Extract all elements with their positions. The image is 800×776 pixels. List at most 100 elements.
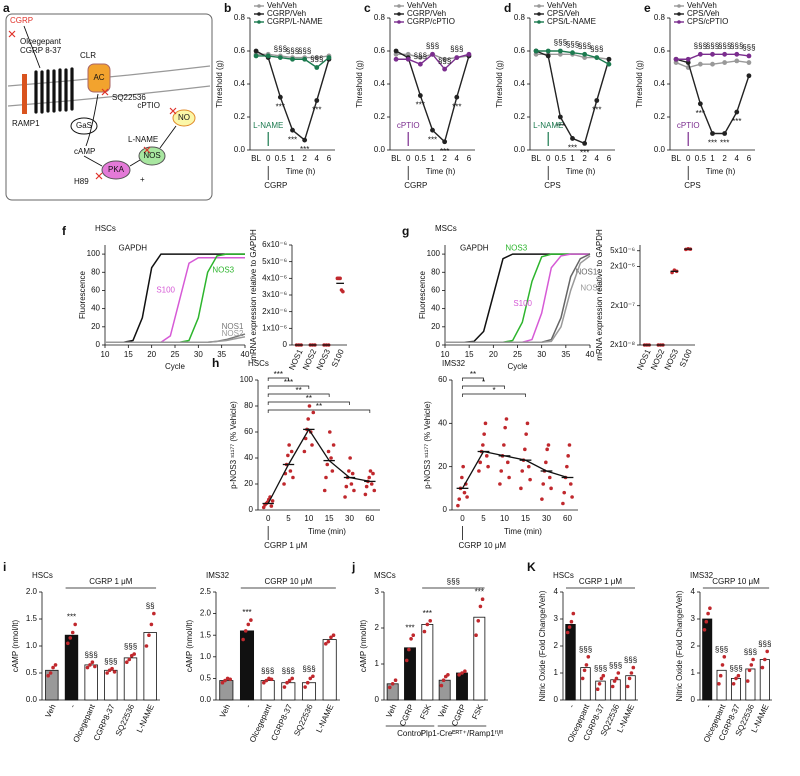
- data-point: [302, 137, 308, 143]
- chart-title: MSCs: [435, 224, 457, 233]
- diagram-label: Olcegepant: [20, 37, 62, 46]
- x-tick-label: S100: [330, 347, 346, 368]
- data-point: [430, 51, 435, 57]
- data-point: [285, 680, 289, 685]
- diagram-label: AC: [93, 73, 104, 82]
- diagram-label: SQ22536: [112, 93, 146, 102]
- x-tick-label: CGRP8-37: [269, 702, 294, 742]
- bar: [64, 634, 79, 701]
- data-point: [582, 141, 588, 146]
- bar: [473, 616, 486, 701]
- legend-marker: [397, 4, 401, 8]
- curve-label: GAPDH: [460, 244, 489, 253]
- y-tick-label: 0.8: [234, 13, 246, 22]
- x-tick-label: 20: [489, 350, 498, 359]
- data-point: [369, 482, 374, 486]
- data-point: [344, 484, 349, 489]
- data-point: [734, 51, 740, 57]
- amplification-curve: [445, 255, 591, 344]
- data-point: [90, 660, 95, 664]
- data-point: [328, 430, 332, 434]
- significance: §§§: [594, 664, 607, 673]
- significance: ***: [423, 609, 432, 618]
- significance: **: [470, 370, 476, 379]
- data-point: [223, 678, 227, 683]
- pka-shape: [101, 160, 131, 180]
- diagram-label: PKA: [108, 165, 125, 174]
- data-point: [307, 404, 312, 408]
- data-point: [454, 94, 460, 100]
- x-note: CGRP 10 μM: [459, 541, 507, 550]
- legend-marker: [677, 4, 681, 8]
- y-axis-label: Fluorescence: [418, 270, 427, 319]
- x-tick-label: 0.5: [415, 154, 427, 163]
- x-axis-label: Time (h): [286, 167, 316, 176]
- data-point: [720, 663, 725, 667]
- sig-bracket: [267, 377, 289, 381]
- x-tick-label: 60: [365, 514, 374, 523]
- data-point: [70, 630, 75, 635]
- chart-title: IMS32: [690, 571, 714, 580]
- diagram-label: NOS: [143, 151, 160, 160]
- legend-label: CPS/Veh: [547, 9, 579, 18]
- data-point: [524, 432, 528, 436]
- y-tick-label: 20: [91, 322, 100, 331]
- x-tick-label: 15: [465, 350, 474, 359]
- legend-marker: [537, 20, 541, 24]
- legend-marker: [257, 4, 261, 8]
- y-tick-label: 0.4: [514, 79, 526, 88]
- data-point: [476, 619, 481, 623]
- data-point: [597, 682, 602, 686]
- y-tick-label: 4: [691, 587, 696, 596]
- significance: ***: [274, 370, 283, 379]
- bar: [595, 680, 606, 701]
- data-point: [331, 443, 336, 447]
- x-tick-label: L-NAME: [314, 703, 335, 734]
- data-point: [290, 56, 295, 62]
- bar: [104, 669, 118, 701]
- x-tick-label: 2: [582, 154, 587, 163]
- y-tick-label: 0.2: [514, 112, 526, 121]
- data-point: [462, 490, 467, 495]
- data-point: [545, 53, 551, 59]
- sig-bracket: [267, 385, 310, 389]
- bar: [123, 657, 138, 701]
- data-point: [430, 127, 435, 133]
- diagram-label: GaS: [76, 121, 92, 130]
- data-point: [46, 673, 50, 678]
- significance: §§§: [274, 45, 287, 54]
- data-point: [614, 676, 619, 681]
- data-point: [261, 680, 266, 685]
- data-point: [457, 673, 461, 677]
- y-tick-label: 2: [691, 641, 696, 650]
- legend-label: Veh/Veh: [267, 1, 297, 10]
- x-tick-label: 15: [521, 514, 530, 523]
- legend-marker: [677, 20, 681, 24]
- data-point: [562, 490, 567, 495]
- data-point: [549, 486, 553, 491]
- data-point: [734, 676, 738, 681]
- y-tick-label: 0.5: [26, 668, 38, 677]
- panel-letter: a: [3, 1, 10, 15]
- y-axis-label: Nitric Oxide (Fold Change/Veh): [538, 590, 547, 701]
- data-point: [407, 647, 411, 652]
- bracket-label: CGRP 1 μM: [579, 577, 622, 586]
- data-point: [393, 678, 398, 682]
- data-point: [466, 51, 472, 57]
- x-tick-label: -: [704, 703, 713, 710]
- data-point: [586, 655, 591, 659]
- data-point: [393, 56, 399, 62]
- data-point: [68, 636, 73, 640]
- data-point: [625, 684, 630, 689]
- y-tick-label: 80: [244, 401, 253, 410]
- x-note: CPS: [544, 181, 560, 190]
- data-point: [557, 51, 563, 57]
- data-point: [710, 51, 715, 57]
- data-point: [291, 475, 295, 480]
- sig-bracket: [267, 409, 371, 413]
- y-axis-label: cAMP (nmol/lt): [359, 620, 368, 673]
- x-tick-label: 6: [607, 154, 612, 163]
- data-point: [760, 665, 765, 670]
- data-point: [533, 51, 539, 57]
